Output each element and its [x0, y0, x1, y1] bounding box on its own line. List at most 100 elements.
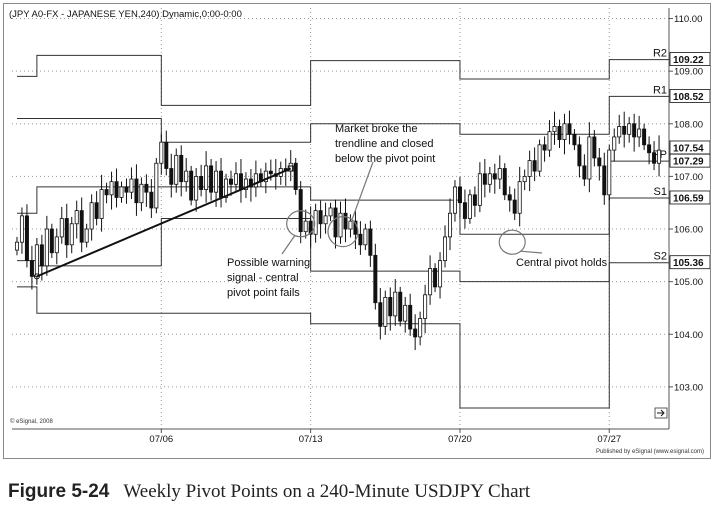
candle [144, 174, 149, 207]
candle-body-down [413, 328, 418, 338]
candle-body-down [457, 186, 462, 204]
candle [209, 159, 214, 201]
candle-body-up [89, 202, 94, 230]
candle [293, 157, 298, 195]
candle-body-down [388, 297, 393, 317]
candle [507, 186, 512, 212]
candle [233, 162, 238, 192]
candle-body-down [462, 202, 467, 219]
candle [139, 177, 144, 212]
candle-body-down [293, 162, 298, 190]
candle-body-up [313, 210, 318, 235]
annotation-circle [498, 229, 526, 255]
candle [443, 225, 448, 268]
candle [587, 122, 592, 193]
candle [627, 116, 632, 143]
candle-body-up [527, 160, 532, 177]
candle-body-down [333, 207, 338, 238]
figure-caption: Figure 5-24 Weekly Pivot Points on a 240-… [8, 481, 530, 503]
candle-body-down [512, 199, 517, 214]
candle-body-up [487, 173, 492, 185]
candle [14, 236, 19, 256]
candle [527, 150, 532, 192]
candle-body-up [233, 173, 238, 185]
candle [114, 168, 119, 208]
candle [647, 136, 652, 165]
candle-body-down [398, 291, 403, 322]
candle [64, 203, 69, 258]
pivot-name-s2: S2 [654, 251, 667, 263]
copyright-note: © eSignal, 2008 [10, 418, 53, 425]
candle [79, 197, 84, 253]
y-tick-label: 107.00 [674, 172, 703, 183]
candle [512, 188, 517, 221]
candle-body-down [29, 260, 34, 277]
candle-body-up [129, 178, 134, 193]
candle-body-down [622, 126, 627, 135]
candle-body-down [507, 194, 512, 201]
candle-body-up [159, 141, 164, 164]
candle-body-down [592, 136, 597, 159]
candle [224, 173, 229, 203]
candle-body-up [552, 126, 557, 133]
candle-body-up [497, 168, 502, 180]
candle [49, 223, 54, 258]
candle [44, 215, 49, 276]
annotation-line: signal - central [227, 272, 299, 284]
candle [89, 194, 94, 241]
candle-body-down [49, 228, 54, 254]
price-label: 109.22 [669, 52, 710, 66]
candle-body-up [438, 260, 443, 288]
candle-body-down [199, 175, 204, 190]
candle [258, 168, 263, 187]
candle [333, 199, 338, 249]
scroll-arrow-icon[interactable] [654, 407, 668, 419]
candle-body-down [209, 165, 214, 193]
candle-body-down [482, 173, 487, 185]
candle-body-up [477, 173, 482, 206]
candle-body-up [383, 297, 388, 327]
x-tick-label: 07/13 [299, 434, 323, 445]
candle [154, 157, 159, 214]
candle [462, 189, 467, 229]
candle-body-down [502, 168, 507, 196]
candle-body-down [368, 228, 373, 256]
y-tick-label: 110.00 [674, 14, 702, 25]
candle [313, 203, 318, 243]
annotation-line: trendline and closed [335, 138, 433, 150]
trendline-anchor-end [287, 165, 294, 172]
candle-body-up [447, 212, 452, 238]
pivot-level-r1: R1 [16, 84, 669, 143]
candle-body-up [517, 181, 522, 214]
annotation-line: below the pivot point [335, 153, 435, 165]
pivot-line-r2 [16, 54, 669, 106]
pivot-point-chart: 103.00104.00105.00106.00107.00108.00109.… [9, 8, 710, 455]
candle-body-up [637, 128, 642, 138]
candle [228, 170, 233, 196]
candle [84, 223, 89, 248]
candle [308, 206, 313, 248]
candle [323, 202, 328, 234]
candle [303, 209, 308, 239]
candle [39, 234, 44, 281]
candle-body-down [144, 183, 149, 193]
candle-body-up [522, 175, 527, 183]
candle-body-down [308, 220, 313, 235]
candle-body-up [418, 318, 423, 338]
candle-body-down [318, 210, 323, 225]
candle [572, 129, 577, 151]
candle [597, 147, 602, 181]
candle [542, 136, 547, 162]
candle-body-up [69, 223, 74, 246]
figure-caption-text: Weekly Pivot Points on a 240-Minute USDJ… [123, 481, 531, 502]
candle [428, 255, 433, 305]
candle-body-down [577, 144, 582, 167]
candle [358, 221, 363, 255]
y-axis: 103.00 104.00 105.00 106.00 107.00 108.00 109.… [668, 8, 703, 429]
candle-body-up [403, 304, 408, 322]
x-axis: 07/06 07/13 07/20 07/27 [12, 428, 669, 445]
candle-body-down [24, 215, 29, 261]
candle [159, 133, 164, 175]
candle-body-down [652, 152, 657, 164]
candle [547, 120, 552, 157]
